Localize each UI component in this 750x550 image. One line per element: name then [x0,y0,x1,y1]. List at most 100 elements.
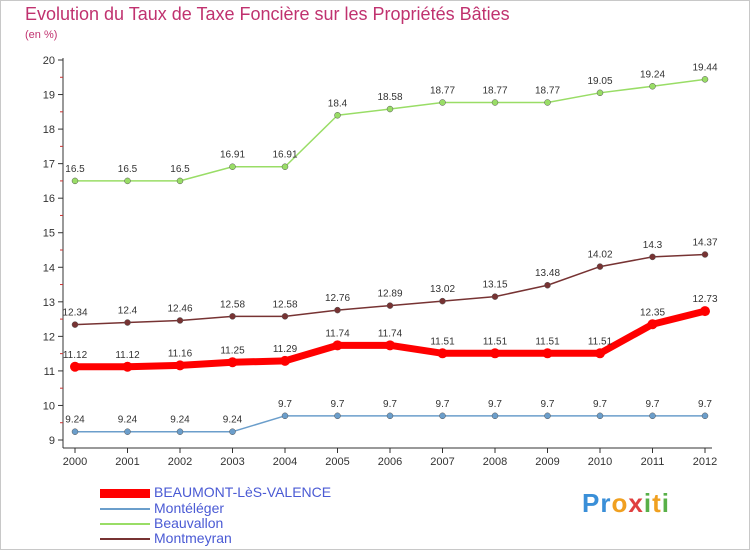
data-label: 9.24 [118,415,138,426]
data-point [649,253,656,261]
data-point [439,412,446,420]
data-label: 16.5 [65,164,85,175]
data-point [701,251,709,258]
data-point [334,306,341,314]
data-label: 16.91 [220,150,245,161]
data-point [124,319,131,326]
y-tick-label: 9 [49,435,55,447]
data-label: 13.02 [430,284,455,295]
data-label: 12.76 [325,293,350,304]
data-point [649,412,656,420]
data-point [332,340,343,351]
logo-letter: t [652,488,662,518]
data-point [71,177,79,185]
data-label: 9.24 [170,415,190,426]
logo-letter: r [600,488,612,518]
data-point [596,89,604,97]
x-tick-label: 2003 [220,456,244,468]
data-point [71,428,79,435]
data-point [544,412,551,420]
data-point [385,340,395,351]
data-label: 18.77 [482,85,507,96]
y-tick-label: 10 [43,400,55,412]
data-label: 18.77 [535,85,560,96]
data-point [71,321,79,328]
chart-title: Evolution du Taux de Taxe Foncière sur l… [25,4,510,24]
data-point [334,112,341,119]
data-point [439,99,446,106]
data-label: 18.58 [377,92,402,103]
data-label: 11.25 [220,345,245,356]
data-label: 9.7 [331,399,345,410]
data-label: 12.58 [220,299,245,310]
data-label: 13.15 [482,280,507,291]
proxiti-logo: Proxiti [582,488,670,519]
data-point [700,306,710,317]
data-point [701,76,709,83]
data-label: 18.4 [328,98,348,109]
data-point [176,177,184,185]
data-point [542,348,553,359]
data-point [70,361,80,372]
data-label: 12.34 [62,308,87,319]
legend-swatch-monteleger [100,508,150,510]
data-point [124,428,131,435]
data-point [176,428,184,435]
x-tick-label: 2005 [325,456,349,468]
data-point [176,317,184,324]
data-point [649,83,656,90]
data-label: 12.58 [272,299,297,310]
legend-swatch-montmeyran [100,538,150,540]
data-label: 18.77 [430,85,455,96]
data-point [544,281,551,289]
data-point [701,412,709,420]
data-label: 19.24 [640,69,665,80]
data-point [491,293,499,300]
logo-letter: i [661,488,670,518]
data-label: 16.5 [170,164,190,175]
x-tick-label: 2007 [430,456,454,468]
y-tick-label: 20 [43,55,55,67]
y-tick-label: 13 [43,297,55,309]
logo-letter: x [628,488,644,518]
data-label: 12.35 [640,307,665,318]
data-point [229,163,236,170]
data-label: 9.7 [698,399,712,410]
y-tick-label: 16 [43,193,55,205]
data-label: 11.51 [535,336,560,347]
data-label: 12.73 [692,294,717,305]
x-tick-label: 2010 [588,456,612,468]
data-point [280,355,290,366]
y-tick-label: 18 [43,124,55,136]
data-label: 11.51 [588,336,613,347]
data-point [281,163,289,170]
data-label: 14.3 [643,240,663,251]
x-tick-label: 2006 [378,456,402,468]
data-label: 11.51 [483,336,508,347]
data-point [281,412,289,420]
data-label: 9.24 [223,415,243,426]
data-label: 16.5 [118,164,138,175]
data-label: 14.37 [692,237,717,248]
data-point [647,319,658,330]
data-label: 9.7 [593,399,607,410]
data-point [439,297,446,305]
data-label: 11.12 [115,350,140,361]
data-label: 11.16 [168,348,193,359]
data-label: 13.48 [535,268,560,279]
data-label: 11.74 [378,328,403,339]
data-point [386,412,394,420]
x-tick-label: 2004 [273,456,297,468]
data-label: 11.29 [273,344,298,355]
chart-unit-label: (en %) [25,29,58,41]
data-point [490,348,500,359]
data-point [596,263,604,270]
data-point [334,412,341,420]
data-label: 16.91 [272,150,297,161]
data-point [437,348,448,359]
y-tick-label: 15 [43,228,55,240]
legend-label-beauvallon: Beauvallon [154,515,224,531]
x-tick-label: 2000 [63,456,87,468]
logo-letter: i [643,488,653,518]
